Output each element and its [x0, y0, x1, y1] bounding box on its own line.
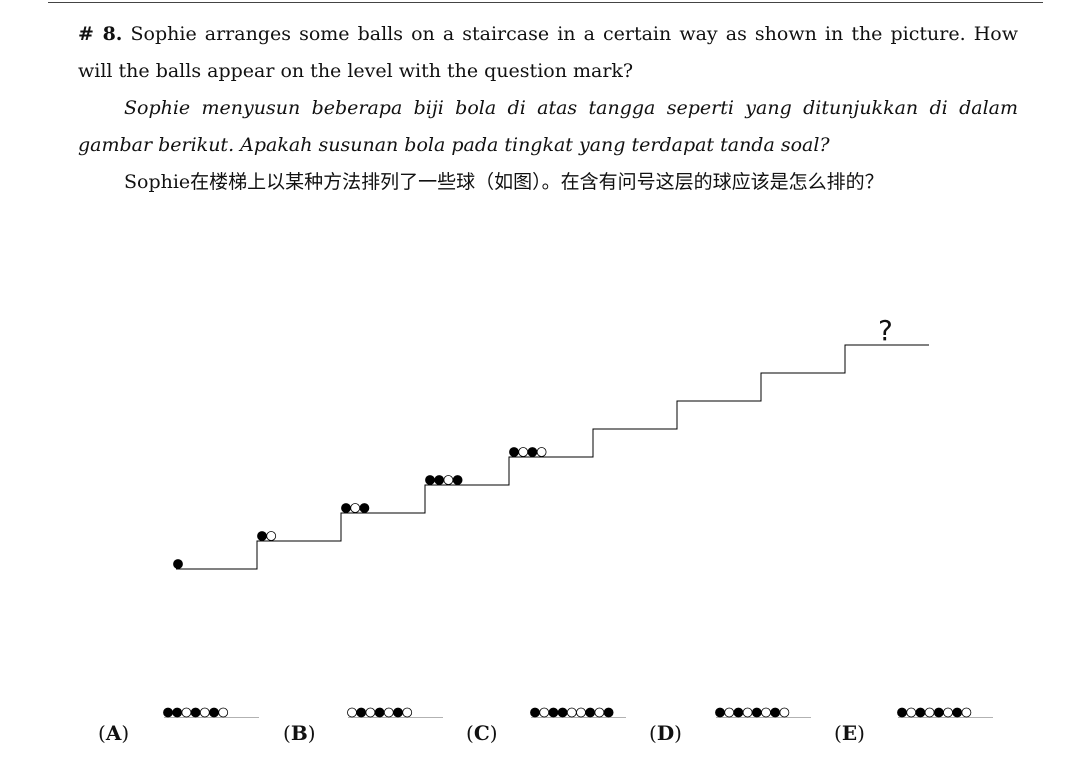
option-d-ball-4	[742, 707, 753, 718]
option-e-ball-6	[943, 707, 953, 718]
option-b-ball-6	[393, 707, 403, 718]
question-mark: ?	[878, 314, 893, 347]
option-c-ball-2	[539, 707, 550, 718]
step-2-ball-2	[266, 531, 277, 541]
option-c-ball-9	[603, 707, 614, 718]
option-a-ball-3	[181, 707, 192, 718]
option-balls	[163, 707, 993, 718]
option-b-ball-5	[383, 707, 394, 718]
step-3-ball-3	[359, 503, 370, 513]
step-3-ball-2	[350, 503, 361, 513]
option-b-ball-4	[374, 707, 385, 718]
option-a-ball-1	[163, 707, 173, 718]
option-c-ball-6	[576, 707, 586, 718]
option-d-ball-7	[770, 707, 781, 718]
staircase-line	[176, 344, 929, 570]
step-4-ball-1	[425, 475, 435, 485]
question-english: # 8. Sophie arranges some balls on a sta…	[78, 16, 1018, 90]
step-5-ball-4	[536, 447, 547, 457]
option-a-ball-2	[172, 707, 183, 718]
question-english-text: Sophie arranges some balls on a staircas…	[78, 23, 1018, 82]
option-d-ball-3	[733, 707, 744, 718]
option-c-ball-5	[566, 707, 577, 718]
option-a-ball-7	[218, 707, 229, 718]
option-b-ball-2	[356, 707, 367, 718]
option-d-ball-5	[751, 707, 762, 718]
question-number: # 8.	[78, 23, 123, 45]
option-d-ball-8	[779, 707, 790, 718]
option-d-label[interactable]: (D)	[649, 721, 682, 745]
option-c-ball-4	[557, 707, 568, 718]
step-5-ball-1	[509, 447, 519, 457]
step-5-ball-2	[518, 447, 529, 457]
option-c-ball-8	[594, 707, 605, 718]
option-b-label[interactable]: (B)	[283, 721, 316, 745]
option-d-ball-2	[724, 707, 735, 718]
step-4-ball-4	[452, 475, 463, 485]
option-e-label[interactable]: (E)	[834, 721, 865, 745]
option-b-ball-7	[402, 707, 413, 718]
option-a-ball-5	[199, 707, 210, 718]
question-chinese: Sophie在楼梯上以某种方法排列了一些球（如图）。在含有问号这层的球应该是怎么…	[124, 171, 884, 193]
top-rule	[48, 2, 1043, 3]
step-1-ball-1	[173, 559, 183, 569]
option-c-ball-1	[530, 707, 540, 718]
option-c-ball-3	[548, 707, 559, 718]
option-b-ball-1	[347, 707, 357, 718]
step-4-ball-2	[434, 475, 445, 485]
option-e-ball-4	[924, 707, 935, 718]
option-e-ball-3	[915, 707, 926, 718]
step-4-ball-3	[443, 475, 454, 485]
option-e-ball-7	[952, 707, 963, 718]
step-5-ball-3	[527, 447, 538, 457]
option-a-ball-4	[190, 707, 201, 718]
option-e-ball-5	[933, 707, 944, 718]
option-a-label[interactable]: (A)	[98, 721, 130, 745]
option-e-ball-1	[897, 707, 907, 718]
option-e-ball-8	[961, 707, 972, 718]
step-balls	[173, 447, 547, 569]
option-d-ball-6	[761, 707, 771, 718]
question-malay: Sophie menyusun beberapa biji bola di at…	[78, 97, 1018, 156]
option-b-ball-3	[365, 707, 376, 718]
option-e-ball-2	[906, 707, 917, 718]
option-c-label[interactable]: (C)	[466, 721, 498, 745]
option-c-ball-7	[585, 707, 596, 718]
step-3-ball-1	[341, 503, 351, 513]
option-d-ball-1	[715, 707, 725, 718]
option-a-ball-6	[209, 707, 219, 718]
step-2-ball-1	[257, 531, 267, 541]
